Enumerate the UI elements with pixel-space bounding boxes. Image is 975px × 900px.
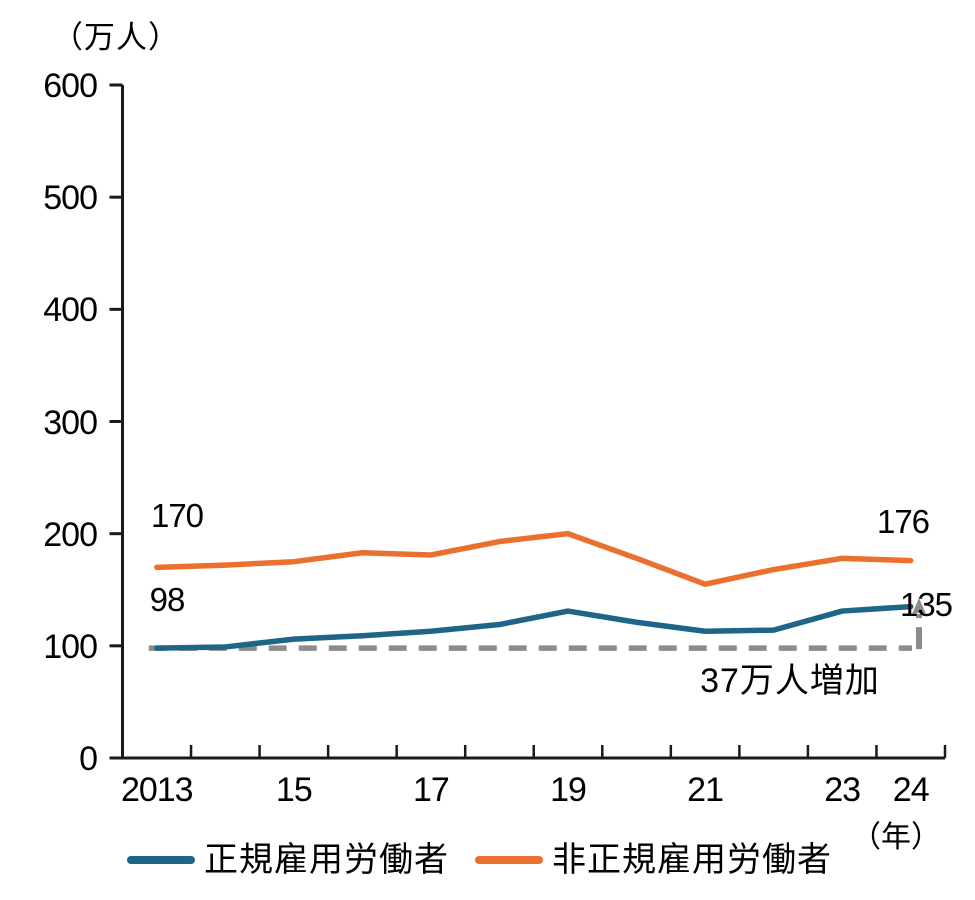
y-tick-label: 400 [43,291,98,330]
legend-label-regular: 正規雇用労働者 [204,841,449,879]
x-axis-unit-label: （年） [851,821,941,854]
x-tick-label: 2013 [120,771,194,809]
data-label-nonregular-last: 176 [876,503,930,540]
data-label-regular-last: 135 [899,586,953,623]
regular-series-swatch-icon [127,856,195,864]
x-tick-label: 24 [892,771,930,809]
x-tick-label: 23 [824,771,861,809]
x-tick-label: 15 [275,771,313,809]
x-tick-label: 17 [413,771,450,809]
nonregular-series-swatch-icon [475,856,543,864]
y-tick-label: 0 [79,740,98,778]
legend: 正規雇用労働者 非正規雇用労働者 [127,843,832,877]
legend-label-nonregular: 非正規雇用労働者 [552,841,832,879]
data-label-regular-first: 98 [149,581,186,618]
legend-item-nonregular: 非正規雇用労働者 [475,843,832,877]
x-tick-label: 21 [687,771,724,809]
legend-item-regular: 正規雇用労働者 [127,843,449,877]
y-axis-unit-label: （万人） [52,20,180,55]
y-tick-label: 600 [43,67,98,105]
y-tick-label: 500 [43,179,98,218]
y-tick-label: 300 [43,403,98,442]
nonregular-employment-line [154,530,914,587]
y-tick-label: 200 [43,515,98,554]
axis-lines [121,85,945,760]
x-tick-label: 19 [550,771,587,809]
increase-annotation: 37万人増加 [700,662,880,700]
data-label-nonregular-first: 170 [150,497,204,534]
regular-employment-line [154,603,914,651]
increase-arrow-icon [912,598,926,613]
y-tick-label: 100 [43,627,98,666]
